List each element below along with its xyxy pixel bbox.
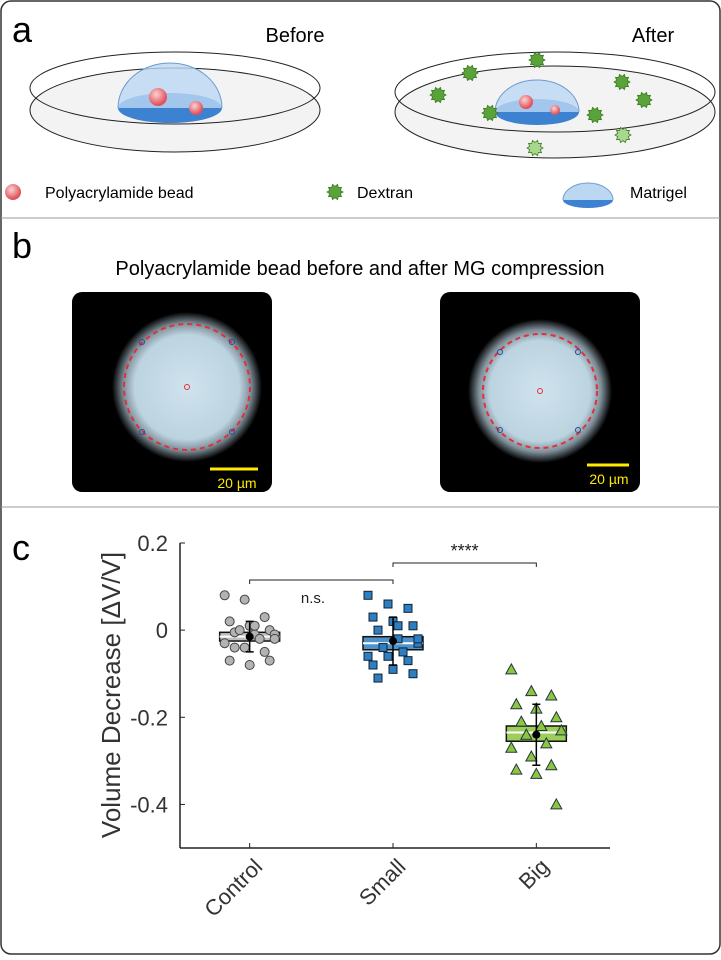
- panel-label: b: [12, 225, 32, 266]
- y-tick-label: 0.2: [137, 531, 168, 556]
- mean: [245, 632, 254, 641]
- significance-label: n.s.: [301, 590, 325, 607]
- data-point: [549, 797, 563, 810]
- data-point: [239, 594, 250, 605]
- data-point: [234, 625, 245, 636]
- dextran: [461, 64, 479, 82]
- chart: -0.4 -0.2 0 0.2 Volume Decrease [ΔV/V] Contro…: [96, 531, 610, 922]
- significance-bracket: [249, 579, 394, 584]
- y-tick-label: -0.2: [130, 705, 168, 730]
- data-point: [363, 590, 373, 600]
- micrograph-before: [72, 292, 272, 492]
- legend-text: Matrigel: [630, 185, 687, 202]
- legend-bead: [5, 184, 21, 200]
- data-point: [249, 620, 260, 631]
- data-point: [373, 625, 383, 635]
- significance-label: ****: [451, 541, 479, 561]
- data-point: [509, 763, 523, 775]
- dextran: [526, 139, 544, 157]
- data-point: [239, 642, 250, 653]
- data-point: [519, 728, 533, 740]
- data-point: [534, 719, 548, 731]
- data-point: [544, 688, 558, 701]
- data-point: [383, 651, 393, 661]
- dish-before: [29, 51, 321, 153]
- dextran: [614, 126, 632, 144]
- data-point: [524, 749, 538, 762]
- x-tick-label: Big: [514, 854, 554, 894]
- data-point: [398, 647, 408, 657]
- after-label: After: [632, 25, 675, 47]
- data-point: [504, 662, 518, 675]
- data-point: [393, 621, 403, 631]
- panel-label: c: [12, 527, 30, 568]
- dextran: [635, 91, 653, 109]
- legend-text: Polyacrylamide bead: [45, 185, 194, 202]
- panel-title: Polyacrylamide bead before and after MG …: [115, 258, 604, 280]
- dextran: [326, 183, 344, 201]
- data-point: [269, 633, 280, 644]
- significance-bracket: [392, 562, 537, 567]
- data-point: [219, 590, 230, 601]
- mean: [532, 730, 541, 739]
- data-point: [544, 758, 558, 771]
- dish-after: [394, 51, 716, 159]
- mean: [389, 637, 397, 646]
- x-tick-label: Control: [199, 854, 267, 922]
- data-point: [549, 710, 563, 723]
- data-point: [388, 664, 398, 674]
- data-point: [413, 634, 423, 644]
- data-point: [408, 669, 418, 679]
- data-point: [363, 651, 373, 661]
- data-point: [539, 736, 553, 749]
- x-tick-label: Small: [354, 854, 411, 911]
- panel-label: a: [12, 9, 33, 50]
- data-point: [383, 599, 393, 609]
- data-point: [373, 673, 383, 683]
- data-point: [554, 723, 568, 736]
- dextran: [613, 73, 631, 91]
- data-point: [264, 655, 275, 666]
- before-label: Before: [266, 25, 325, 47]
- data-point: [224, 655, 235, 666]
- data-point: [224, 616, 235, 627]
- data-point: [368, 660, 378, 670]
- data-point: [378, 643, 388, 653]
- data-point: [514, 715, 528, 727]
- dextran: [481, 104, 499, 122]
- data-point: [259, 646, 270, 657]
- y-tick-label: 0: [156, 618, 168, 643]
- data-point: [403, 603, 413, 613]
- data-point: [254, 633, 265, 644]
- data-point: [524, 684, 538, 697]
- dextran: [429, 86, 447, 104]
- data-point: [529, 767, 543, 779]
- data-point: [504, 741, 518, 753]
- y-axis-label: Volume Decrease [ΔV/V]: [96, 552, 126, 838]
- data-point: [244, 660, 255, 670]
- data-point: [219, 638, 230, 649]
- data-point: [509, 697, 523, 710]
- dextran: [586, 106, 604, 124]
- dextran: [528, 51, 546, 69]
- legend-matrigel: [562, 182, 614, 208]
- data-point: [368, 612, 378, 622]
- micrograph-after: [440, 292, 640, 492]
- data-point: [229, 642, 240, 653]
- data-point: [259, 612, 270, 623]
- legend-text: Dextran: [357, 185, 413, 202]
- dextran-particles: [326, 51, 653, 201]
- y-tick-label: -0.4: [130, 792, 168, 817]
- data-point: [403, 656, 413, 666]
- data-point: [408, 621, 418, 631]
- scale-bar-label: 20 µm: [217, 475, 256, 491]
- scale-bar-label: 20 µm: [589, 471, 628, 487]
